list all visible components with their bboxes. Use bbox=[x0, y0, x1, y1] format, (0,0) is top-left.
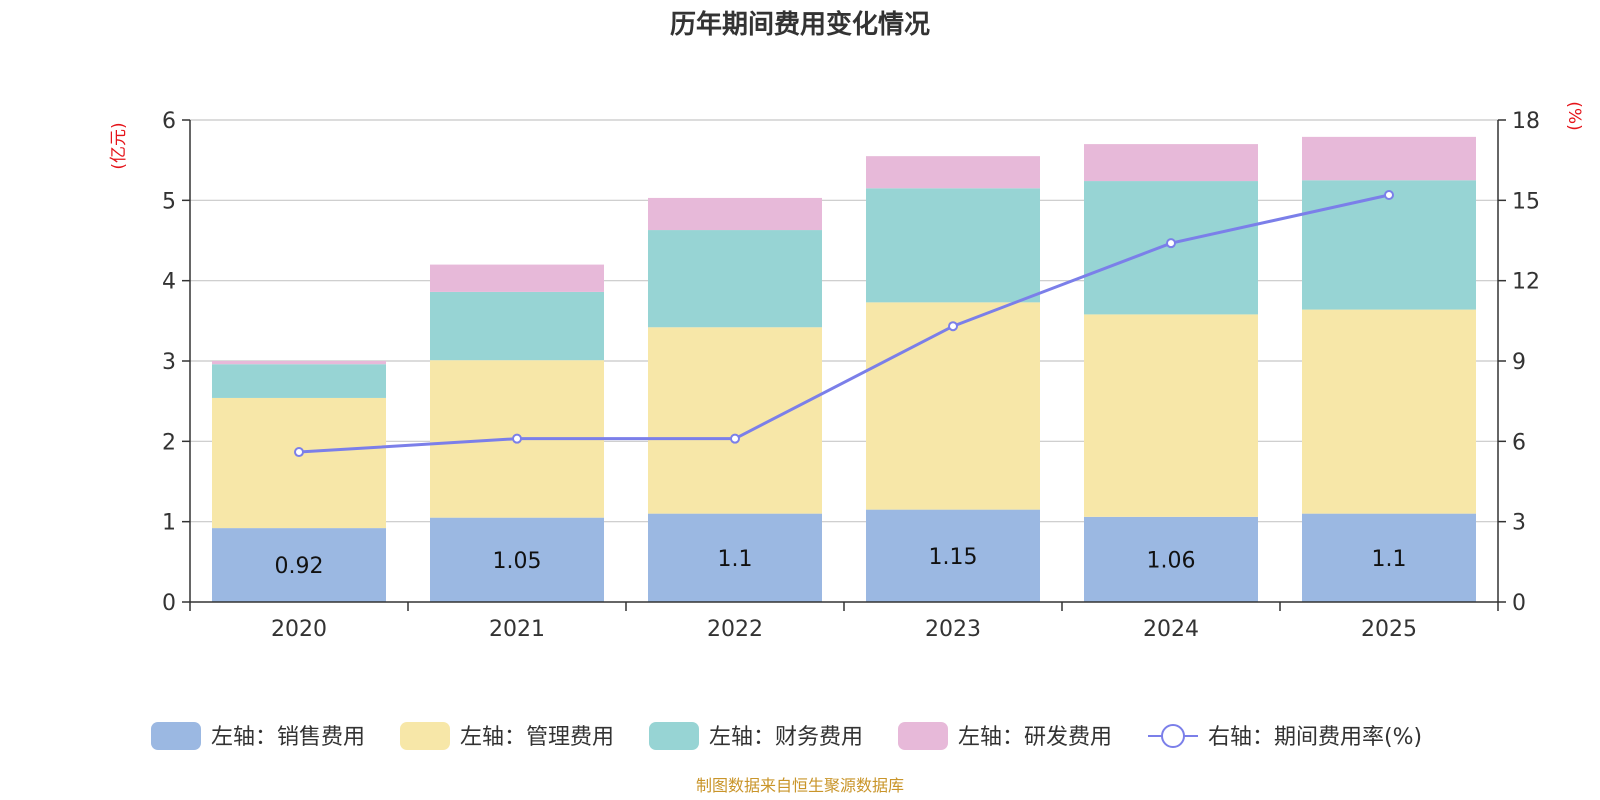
right-tick-label: 12 bbox=[1512, 270, 1540, 295]
legend-swatch bbox=[898, 722, 948, 750]
bar-segment-4-2023 bbox=[866, 156, 1040, 189]
bar-segment-4-2022 bbox=[648, 197, 822, 231]
right-tick-label: 18 bbox=[1512, 109, 1540, 134]
x-tick-label: 2024 bbox=[1143, 617, 1199, 642]
source-note: 制图数据来自恒生聚源数据库 bbox=[696, 776, 904, 795]
left-tick-label: 4 bbox=[162, 270, 176, 295]
legend: 左轴：销售费用 左轴：管理费用 左轴：财务费用 左轴：研发费用 右轴：期间费用率(%) bbox=[151, 722, 1422, 750]
bar-value-label: 1.15 bbox=[929, 545, 978, 570]
bar-segment-2-2025 bbox=[1302, 309, 1476, 514]
right-tick-label: 6 bbox=[1512, 430, 1526, 455]
bar-segment-1-2024 bbox=[1084, 516, 1258, 602]
left-tick-label: 2 bbox=[162, 430, 176, 455]
bar-value-label: 1.1 bbox=[1372, 547, 1407, 572]
left-tick-label: 6 bbox=[162, 109, 176, 134]
bar-segment-3-2021 bbox=[430, 291, 604, 361]
legend-swatch bbox=[400, 722, 450, 750]
x-tick-label: 2025 bbox=[1361, 617, 1417, 642]
left-tick-label: 0 bbox=[162, 591, 176, 616]
bar-segment-3-2023 bbox=[866, 188, 1040, 303]
bar-segment-2-2022 bbox=[648, 327, 822, 514]
rate-point bbox=[1166, 238, 1176, 249]
grid-lines bbox=[190, 119, 1498, 523]
bar-value-label: 1.1 bbox=[718, 547, 753, 572]
bar-segment-1-2022 bbox=[648, 513, 822, 602]
bar-value-label: 1.05 bbox=[493, 549, 542, 574]
bar-segment-4-2021 bbox=[430, 264, 604, 292]
x-tick-label: 2023 bbox=[925, 617, 981, 642]
left-tick-label: 3 bbox=[162, 350, 176, 375]
rate-point bbox=[730, 433, 740, 444]
x-tick-label: 2022 bbox=[707, 617, 763, 642]
legend-label: 右轴：期间费用率(%) bbox=[1208, 725, 1422, 750]
bar-segment-3-2022 bbox=[648, 230, 822, 328]
legend-swatch bbox=[649, 722, 699, 750]
bar-segment-4-2025 bbox=[1302, 136, 1476, 181]
bar-segment-2-2024 bbox=[1084, 314, 1258, 517]
rate-point bbox=[1384, 189, 1394, 200]
rate-point bbox=[512, 433, 522, 444]
bar-segment-4-2020 bbox=[212, 361, 386, 365]
left-axis-unit: (亿元) bbox=[109, 122, 129, 169]
bar-segment-1-2023 bbox=[866, 509, 1040, 602]
bar-segment-4-2024 bbox=[1084, 144, 1258, 182]
right-tick-label: 0 bbox=[1512, 591, 1526, 616]
bar-segment-2-2023 bbox=[866, 302, 1040, 510]
legend-label: 左轴：财务费用 bbox=[709, 725, 863, 750]
right-tick-label: 3 bbox=[1512, 511, 1526, 536]
bar-segment-2-2020 bbox=[212, 397, 386, 529]
legend-label: 左轴：销售费用 bbox=[211, 725, 365, 750]
legend-label: 左轴：研发费用 bbox=[958, 725, 1112, 750]
legend-swatch-marker bbox=[1161, 724, 1185, 748]
x-tick-label: 2020 bbox=[271, 617, 327, 642]
rate-point bbox=[294, 447, 304, 458]
bar-value-label: 0.92 bbox=[275, 554, 324, 579]
bar-segment-1-2021 bbox=[430, 517, 604, 602]
bars-group: 0.92 1.05 1.1 1.15 1.06 1.1 bbox=[212, 136, 1476, 602]
chart-title: 历年期间费用变化情况 bbox=[670, 9, 930, 40]
right-axis-unit: (%) bbox=[1564, 101, 1584, 130]
bar-value-label: 1.06 bbox=[1147, 548, 1196, 573]
right-tick-label: 9 bbox=[1512, 350, 1526, 375]
rate-line-group bbox=[294, 189, 1394, 458]
rate-line bbox=[298, 193, 1390, 454]
bar-segment-3-2020 bbox=[212, 364, 386, 398]
right-tick-label: 15 bbox=[1512, 189, 1540, 214]
legend-swatch bbox=[151, 722, 201, 750]
legend-label: 左轴：管理费用 bbox=[460, 725, 614, 750]
bar-segment-1-2020 bbox=[212, 528, 386, 602]
x-tick-label: 2021 bbox=[489, 617, 545, 642]
rate-point bbox=[948, 321, 958, 332]
bar-segment-3-2025 bbox=[1302, 180, 1476, 310]
bar-segment-1-2025 bbox=[1302, 513, 1476, 602]
left-tick-label: 1 bbox=[162, 511, 176, 536]
left-tick-label: 5 bbox=[162, 189, 176, 214]
